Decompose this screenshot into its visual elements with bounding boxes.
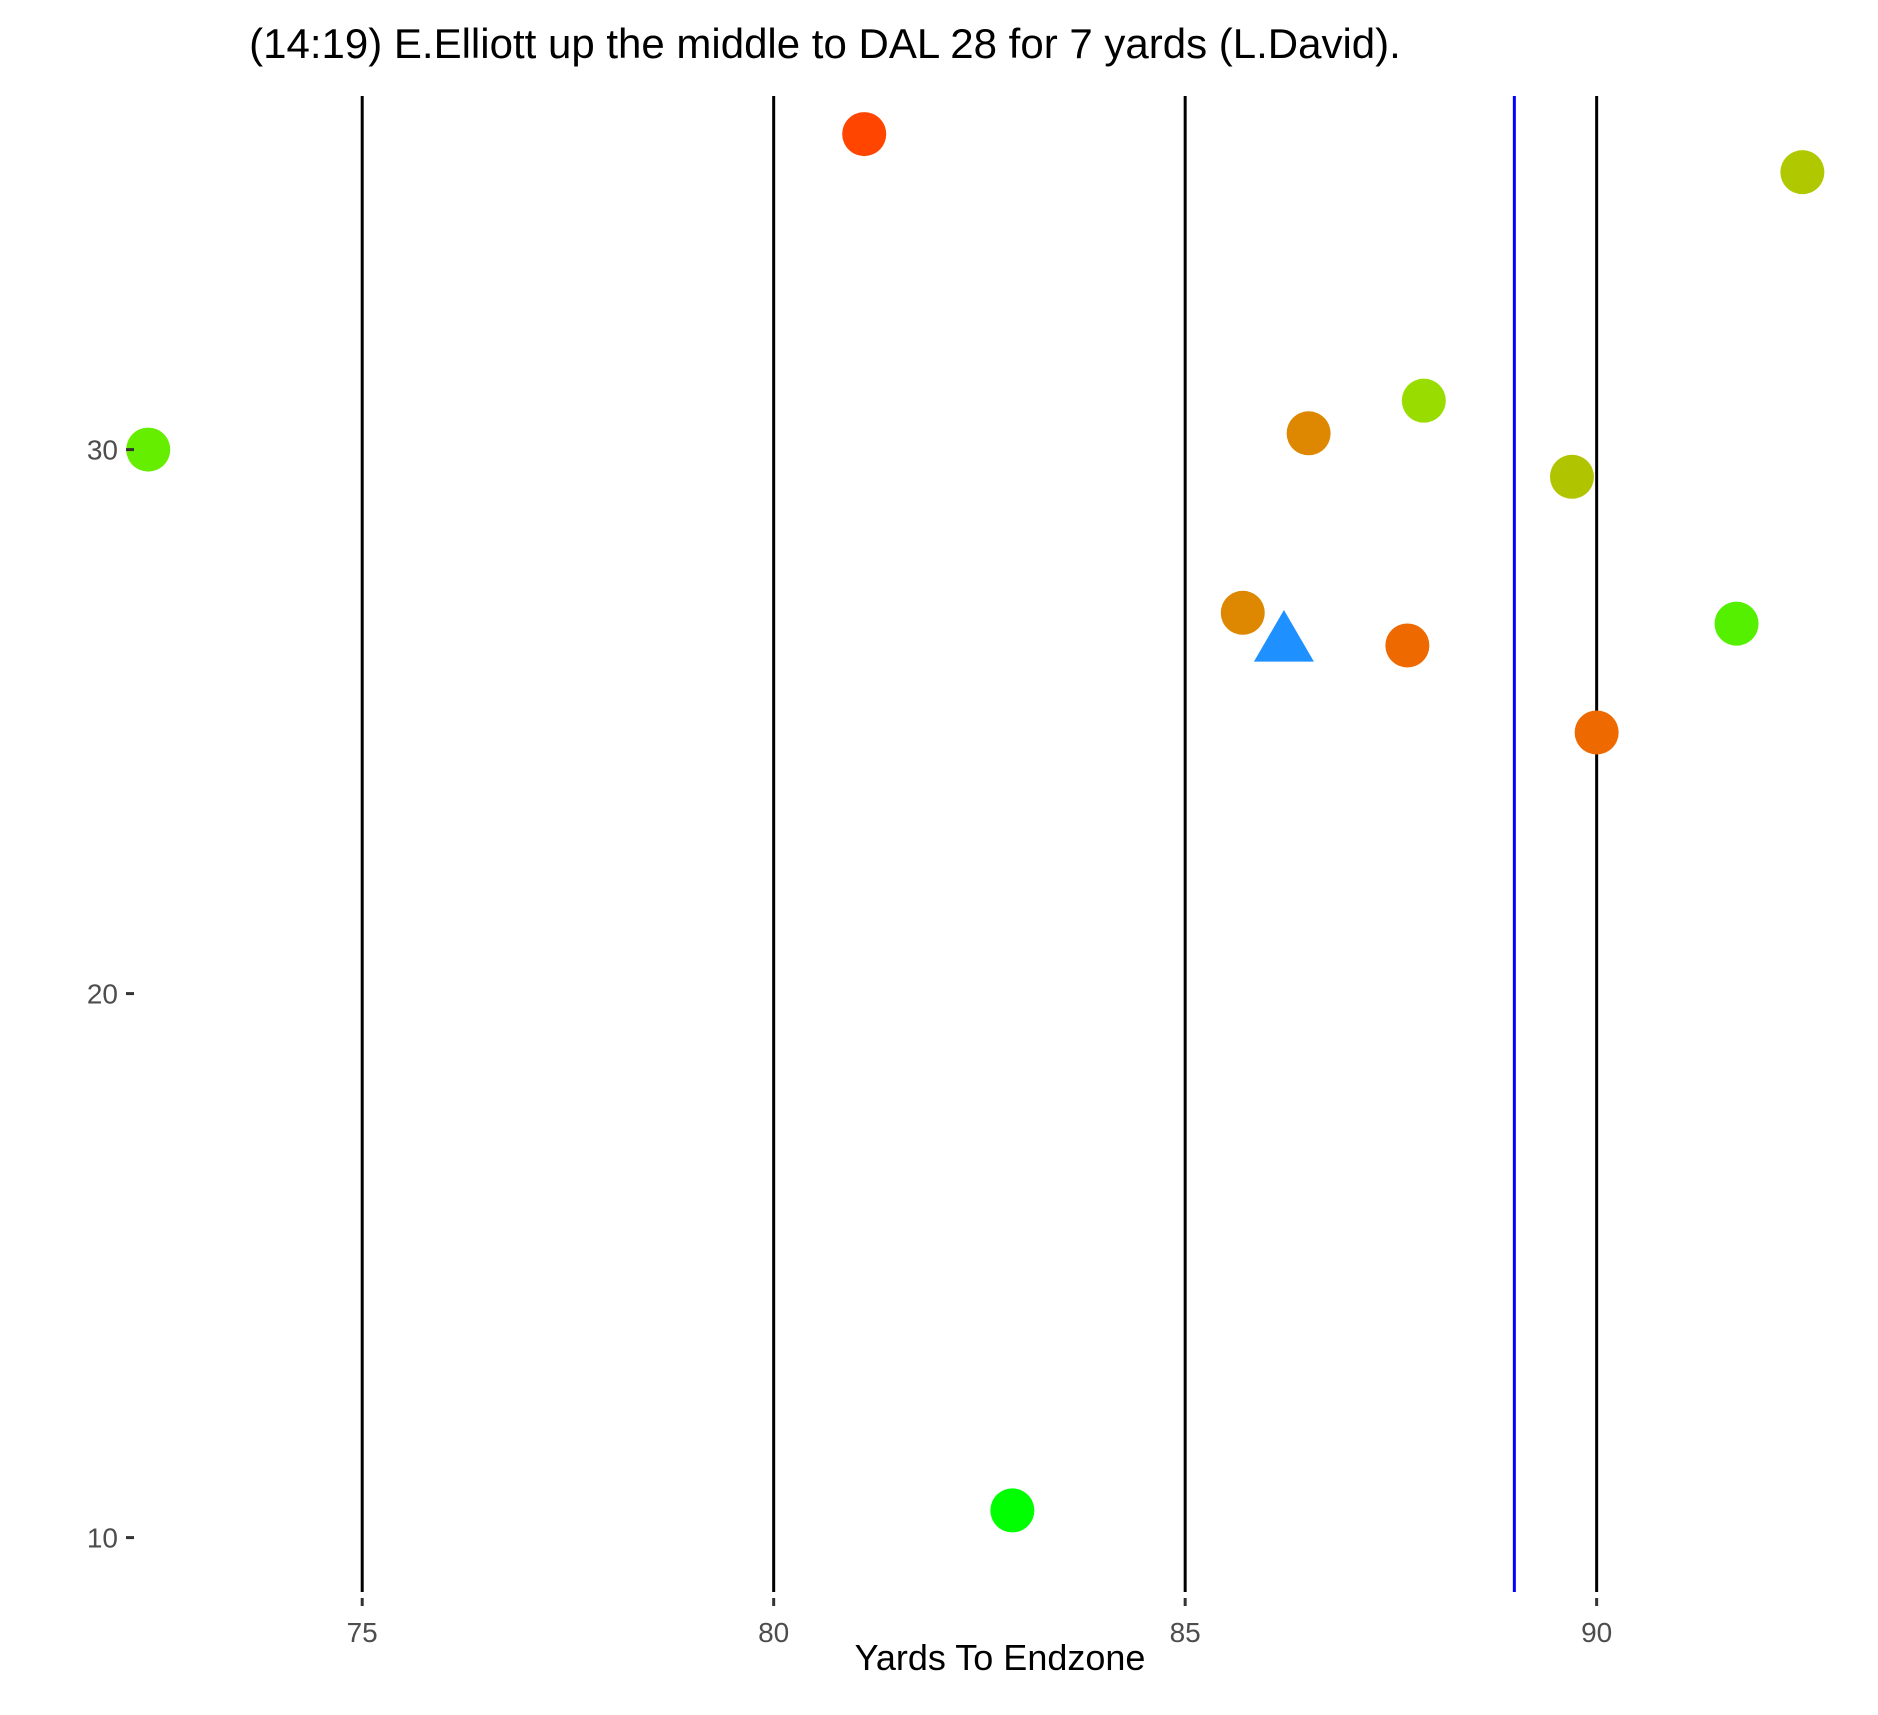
y-tick-label: 20 xyxy=(87,979,118,1010)
x-tick-label: 80 xyxy=(758,1617,789,1648)
player-point xyxy=(126,427,171,472)
player-point xyxy=(1780,150,1825,195)
player-point xyxy=(1714,601,1759,646)
player-point xyxy=(1385,623,1430,668)
x-axis-label: Yards To Endzone xyxy=(855,1637,1146,1678)
x-tick-label: 75 xyxy=(347,1617,378,1648)
x-tick-label: 90 xyxy=(1581,1617,1612,1648)
player-points xyxy=(126,112,1825,1533)
y-axis: 10 20 30 xyxy=(87,435,134,1554)
y-tick-label: 10 xyxy=(87,1523,118,1554)
player-point xyxy=(1574,710,1619,755)
player-point xyxy=(842,112,887,157)
player-point xyxy=(990,1488,1035,1533)
player-point xyxy=(1220,590,1265,635)
x-axis: 75 80 85 90 xyxy=(347,1598,1612,1648)
chart-title: (14:19) E.Elliott up the middle to DAL 2… xyxy=(249,20,1401,67)
yard-lines xyxy=(360,96,1599,1592)
player-point xyxy=(1286,411,1331,456)
ball-carrier-marker xyxy=(1253,610,1314,662)
x-tick-label: 85 xyxy=(1170,1617,1201,1648)
player-point xyxy=(1401,378,1446,423)
y-tick-label: 30 xyxy=(87,435,118,466)
player-point xyxy=(1549,454,1594,499)
